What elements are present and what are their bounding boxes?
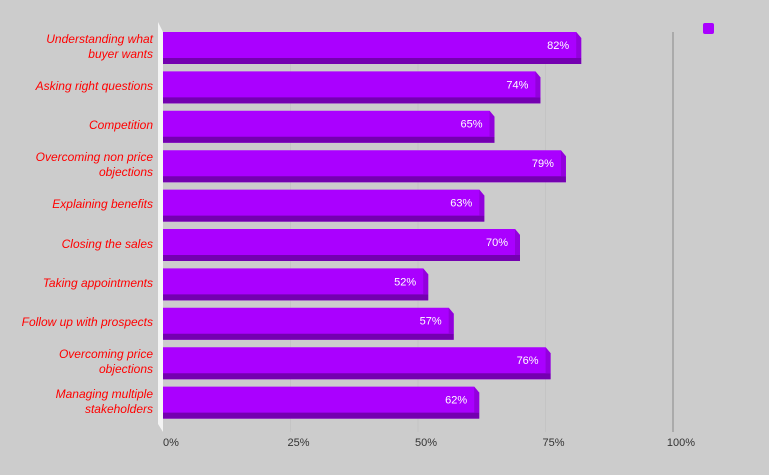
axis-wall <box>158 22 163 432</box>
bar-face <box>163 32 582 64</box>
category-label: Taking appointments <box>42 275 153 290</box>
value-label: 70% <box>486 237 508 249</box>
bar <box>163 32 582 64</box>
bar <box>163 71 541 104</box>
value-label: 62% <box>445 395 467 407</box>
bar-bevel <box>545 347 551 374</box>
bar-bottom <box>163 373 551 380</box>
bar-bottom <box>163 412 480 419</box>
bar-bevel <box>560 150 566 177</box>
bar-face <box>163 307 454 340</box>
bar-bevel <box>535 71 541 98</box>
bar-bottom <box>163 255 520 261</box>
value-label: 79% <box>532 158 554 170</box>
bar-bevel <box>448 307 454 334</box>
bar <box>163 150 566 183</box>
bar-bottom <box>163 215 485 222</box>
bar-face <box>163 71 541 104</box>
bar-bottom <box>163 58 582 64</box>
bar <box>163 347 551 380</box>
bar-face <box>163 268 429 301</box>
bar-face <box>163 110 495 143</box>
bar-bottom <box>163 333 454 340</box>
category-label: Follow up with prospects <box>21 315 153 330</box>
category-label: Asking right questions <box>35 78 153 93</box>
bar-bevel <box>489 110 495 137</box>
value-label: 82% <box>547 40 569 52</box>
category-label: Closing the sales <box>61 236 153 251</box>
bar-bevel <box>515 229 520 255</box>
x-tick-label: 0% <box>163 437 179 449</box>
bar-bottom <box>163 136 495 143</box>
bar-bevel <box>479 189 485 216</box>
value-label: 57% <box>420 316 442 328</box>
bar-bevel <box>474 386 480 413</box>
bar-bottom <box>163 97 541 104</box>
bar <box>163 110 495 143</box>
bar <box>163 189 485 222</box>
x-tick-label: 100% <box>667 437 695 449</box>
bar-bottom <box>163 176 566 183</box>
value-label: 52% <box>394 276 416 288</box>
bar-face <box>163 189 485 222</box>
bar <box>163 307 454 340</box>
bar-bottom <box>163 294 429 301</box>
value-label: 63% <box>450 198 472 210</box>
x-tick-label: 50% <box>415 437 437 449</box>
category-label: Understanding what buyer wants <box>46 32 153 61</box>
legend-swatch <box>703 23 714 34</box>
bar <box>163 386 480 419</box>
value-label: 65% <box>460 119 482 131</box>
bar-bevel <box>423 268 429 295</box>
x-tick-label: 25% <box>287 437 309 449</box>
category-label: Managing multiple stakeholders <box>55 386 153 416</box>
bar <box>163 229 520 261</box>
bar-face <box>163 347 551 380</box>
category-label: Overcoming price objections <box>58 347 153 377</box>
x-tick-label: 75% <box>542 437 564 449</box>
category-label: Overcoming non price objections <box>35 150 153 180</box>
bar-face <box>163 386 480 419</box>
category-label: Explaining benefits <box>52 197 153 212</box>
bar-face <box>163 150 566 183</box>
bar-bevel <box>576 32 582 58</box>
value-label: 74% <box>506 79 528 91</box>
value-label: 76% <box>517 355 539 367</box>
category-label: Competition <box>88 118 153 133</box>
bar-face <box>163 229 520 261</box>
bar <box>163 268 429 301</box>
